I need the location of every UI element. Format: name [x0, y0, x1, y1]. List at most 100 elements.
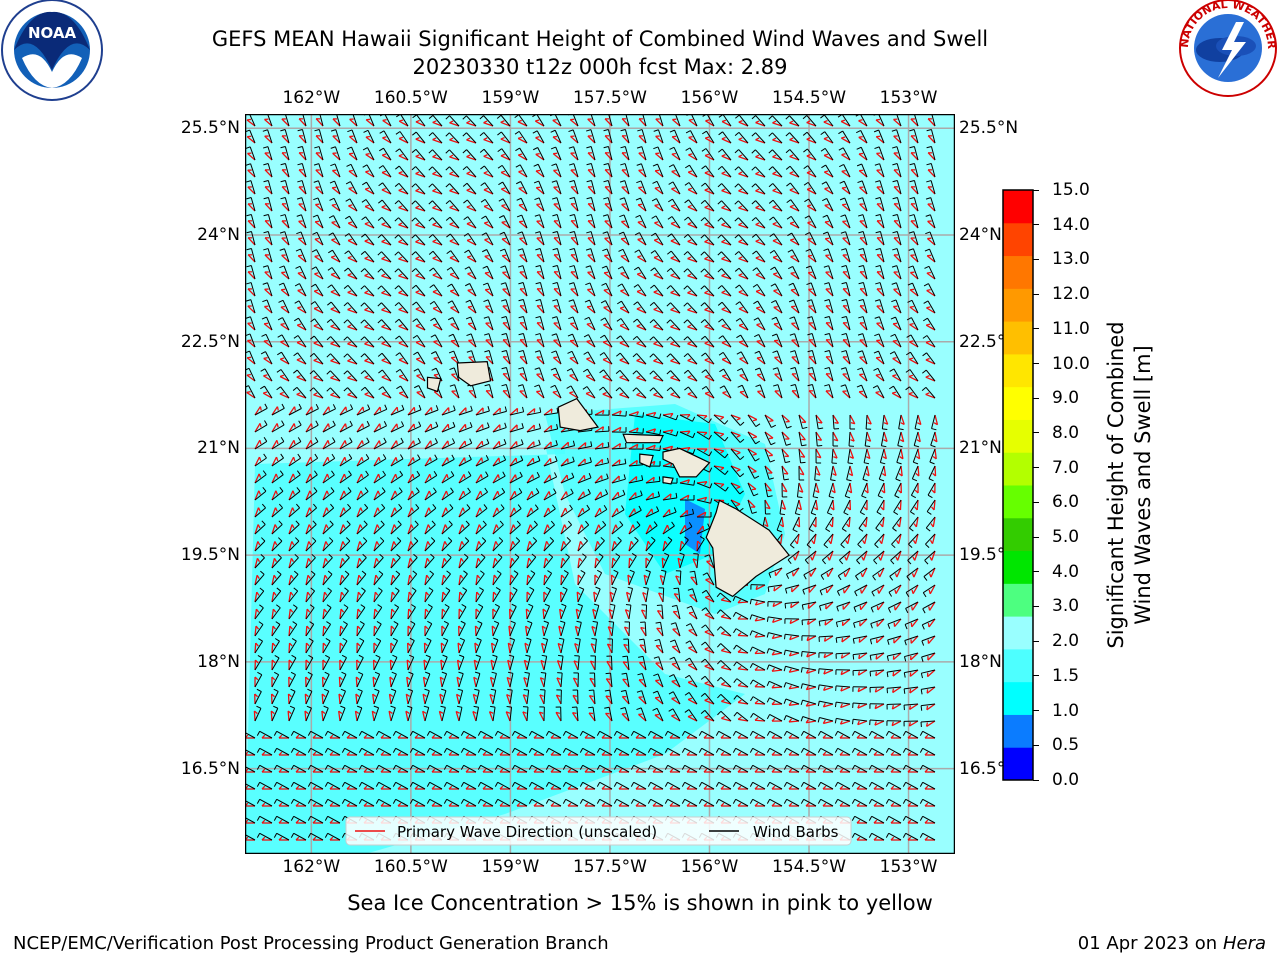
wind-barb	[248, 114, 256, 127]
wind-barb	[607, 180, 613, 195]
wave-arrow-head	[413, 423, 416, 429]
wind-barb	[267, 248, 273, 263]
wind-barb	[809, 232, 817, 246]
wave-arrow-head	[415, 256, 420, 260]
wave-arrow-head	[704, 256, 709, 260]
wind-barb	[879, 214, 885, 229]
wind-barb-flag	[804, 198, 809, 203]
wind-barb-flag	[518, 282, 524, 285]
wind-barb	[518, 131, 528, 144]
wind-barb	[789, 182, 800, 195]
wind-barb-flag	[684, 182, 690, 186]
wave-arrow	[483, 155, 494, 161]
wave-arrow	[910, 152, 919, 161]
wave-arrow	[841, 204, 851, 212]
wind-barb-flag	[360, 268, 366, 273]
wind-barb-flag	[617, 266, 623, 270]
wave-arrow	[281, 152, 290, 161]
wave-arrow	[721, 291, 732, 297]
wind-barb-flag	[377, 251, 382, 256]
wind-barb-flag	[245, 163, 251, 166]
wave-arrow-head	[911, 606, 914, 611]
wind-barb-flag	[378, 182, 383, 187]
wave-arrow	[737, 601, 749, 604]
wind-barb	[844, 197, 851, 212]
wind-barb	[315, 283, 324, 297]
wind-barb-flag	[311, 266, 317, 270]
wind-barb-flag	[262, 282, 268, 285]
wind-barb	[331, 267, 341, 280]
wind-barb-flag	[717, 234, 722, 239]
wave-arrow-head	[398, 273, 403, 277]
wave-arrow	[910, 135, 919, 144]
wind-barb-flag	[718, 131, 723, 136]
wave-arrow-head	[601, 426, 605, 431]
wind-barb-flag	[535, 231, 541, 234]
wind-barb-flag	[445, 183, 450, 188]
wind-barb-flag	[394, 182, 400, 187]
wave-arrow-head	[783, 472, 789, 475]
wind-barb	[468, 249, 477, 263]
wave-arrow	[570, 288, 579, 297]
wind-barb	[809, 249, 817, 263]
wave-arrow-head	[773, 289, 778, 292]
wind-barb-flag	[345, 215, 350, 220]
wave-arrow-head	[398, 256, 403, 260]
wave-arrow-head	[671, 170, 676, 173]
wave-arrow	[738, 291, 749, 297]
wind-barb-flag	[805, 232, 810, 236]
wave-arrow	[587, 220, 596, 229]
wave-arrow-head	[347, 290, 352, 294]
wind-barb-flag	[411, 166, 417, 171]
wind-barb-flag	[666, 267, 672, 272]
wave-arrow	[281, 237, 290, 246]
wave-arrow	[721, 155, 732, 161]
wind-barb	[590, 180, 596, 195]
wind-barb	[789, 149, 800, 161]
wave-arrow-head	[535, 152, 540, 155]
wind-barb	[267, 129, 273, 144]
wind-barb-flag	[909, 162, 915, 166]
wind-barb-flag	[873, 129, 879, 133]
wave-arrow-head	[347, 255, 352, 259]
wind-barb	[755, 200, 766, 212]
wave-arrow-head	[842, 589, 845, 594]
wind-barb-flag	[294, 283, 300, 287]
wind-barb	[522, 248, 528, 263]
wave-arrow	[654, 222, 664, 229]
wave-arrow	[281, 118, 290, 127]
wave-arrow	[449, 173, 460, 178]
wind-barb-flag	[768, 115, 773, 120]
wave-arrow	[466, 239, 477, 246]
wave-arrow	[909, 272, 919, 280]
wave-arrow	[415, 274, 426, 280]
wave-arrow-head	[755, 171, 760, 175]
wind-barb-flag	[668, 181, 674, 185]
wave-arrow	[347, 239, 358, 246]
wind-barb	[267, 282, 273, 297]
wind-barb	[639, 215, 647, 229]
wind-barb-flag	[617, 283, 623, 287]
wind-barb-flag	[278, 282, 284, 286]
wind-barb-flag	[263, 213, 269, 217]
wave-arrow-head	[688, 153, 693, 156]
wind-barb-flag	[377, 268, 382, 273]
wind-barb-flag	[822, 231, 828, 235]
wave-arrow	[755, 122, 766, 127]
wave-arrow	[519, 288, 528, 297]
wind-barb-flag	[395, 131, 401, 135]
wave-arrow-head	[657, 609, 662, 613]
wind-barb	[415, 268, 426, 280]
wave-arrow	[281, 186, 290, 195]
wave-arrow	[875, 119, 885, 127]
wind-barb	[573, 265, 579, 280]
wave-arrow-head	[689, 611, 694, 614]
wind-barb	[284, 180, 290, 195]
wave-arrow	[671, 170, 681, 178]
wind-barb-flag	[262, 129, 268, 132]
wave-arrow-head	[501, 187, 506, 190]
wind-barb	[845, 265, 851, 280]
wind-barb-flag	[734, 149, 740, 154]
wave-arrow	[772, 223, 783, 229]
wave-arrow-head	[535, 136, 540, 139]
